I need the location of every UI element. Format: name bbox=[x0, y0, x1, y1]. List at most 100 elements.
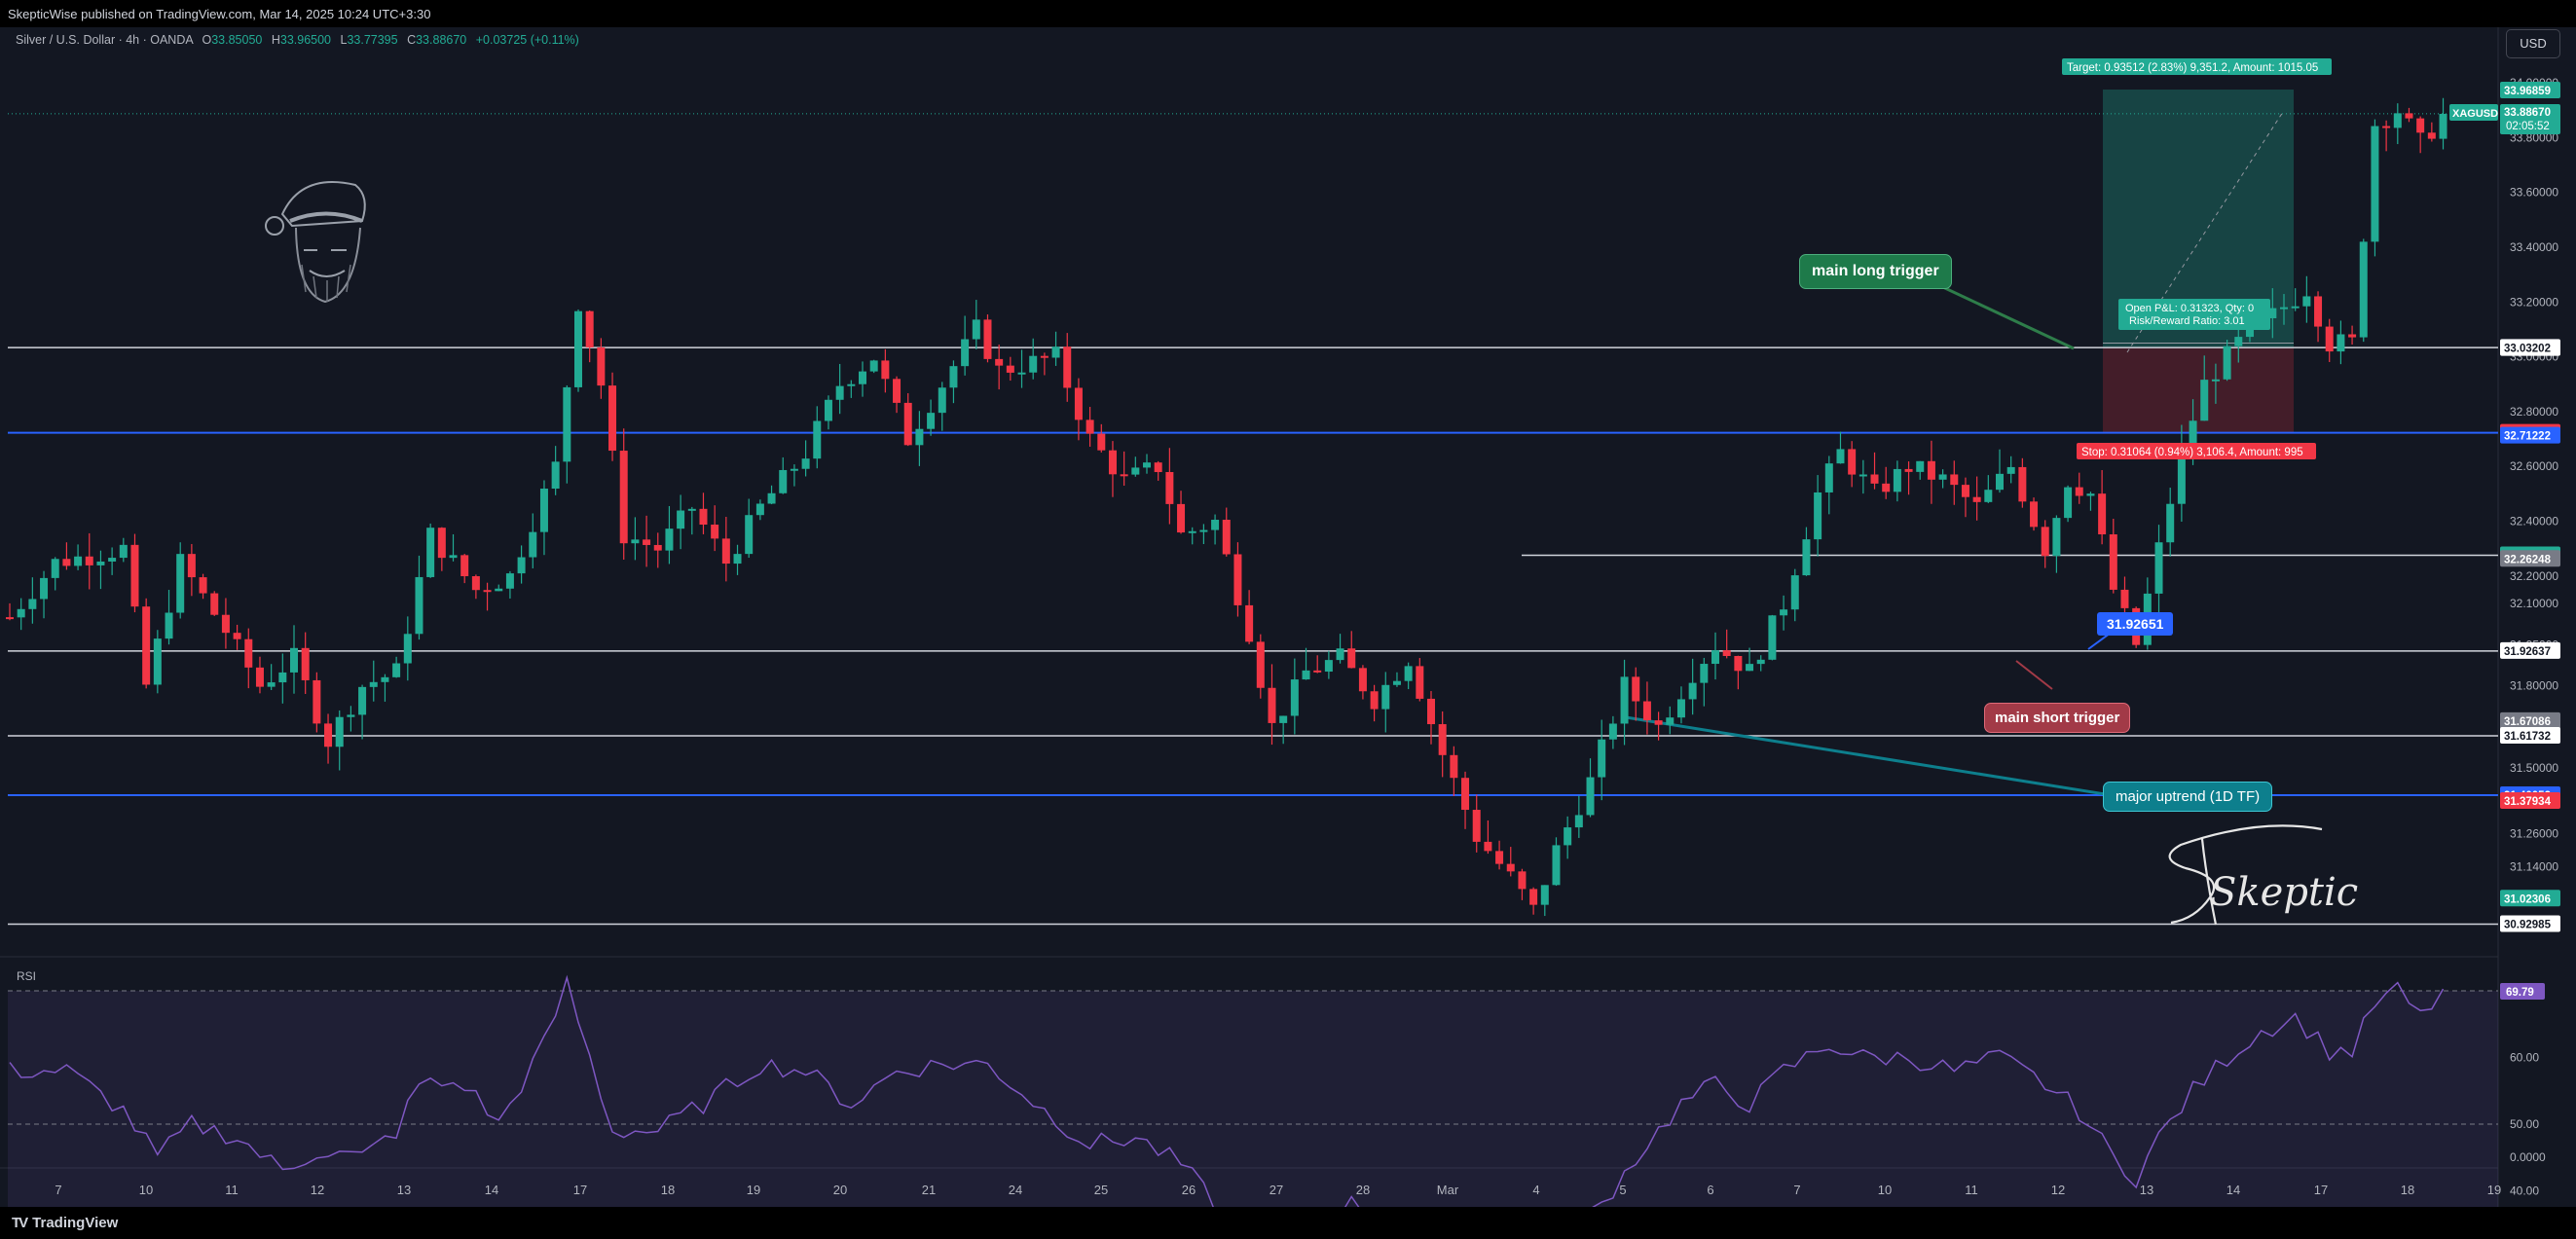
up-candle bbox=[1051, 346, 1060, 358]
up-candle bbox=[938, 387, 946, 414]
down-candle bbox=[1722, 650, 1731, 657]
up-candle bbox=[40, 577, 49, 600]
up-candle bbox=[972, 319, 980, 340]
down-candle bbox=[1006, 365, 1014, 373]
price-tag-box bbox=[2500, 339, 2560, 356]
major-uptrend-callout[interactable]: major uptrend (1D TF) bbox=[2103, 782, 2273, 812]
stop-label: Stop: 0.31064 (0.94%) 3,106.4, Amount: 9… bbox=[2081, 447, 2303, 458]
up-candle bbox=[2189, 420, 2197, 448]
santa-avatar-image bbox=[265, 181, 366, 304]
up-candle bbox=[1017, 372, 1026, 375]
down-candle bbox=[2041, 527, 2049, 557]
price-tick-label: 32.40000 bbox=[2510, 515, 2558, 528]
price-tag-box bbox=[2500, 890, 2560, 907]
up-candle bbox=[1404, 666, 1413, 681]
high-label: H bbox=[271, 33, 280, 47]
position-label-line2: Risk/Reward Ratio: 3.01 bbox=[2129, 315, 2245, 327]
down-candle bbox=[1529, 889, 1538, 905]
down-candle bbox=[1268, 687, 1276, 723]
main-short-trigger-callout[interactable]: main short trigger bbox=[1984, 703, 2131, 733]
down-candle bbox=[6, 617, 14, 620]
high-price-tag: 33.96859 bbox=[2504, 86, 2551, 97]
down-candle bbox=[1040, 355, 1049, 358]
down-candle bbox=[324, 723, 333, 747]
signature-stroke bbox=[2168, 824, 2323, 926]
up-candle bbox=[847, 383, 856, 386]
down-candle bbox=[301, 647, 310, 680]
up-candle bbox=[1824, 463, 1833, 492]
currency-button[interactable]: USD bbox=[2506, 29, 2560, 58]
down-candle bbox=[1450, 754, 1458, 779]
price-tag-label: 32.26248 bbox=[2504, 554, 2552, 565]
down-candle bbox=[2325, 326, 2334, 352]
rsi-tick-label: 0.0000 bbox=[2510, 1150, 2546, 1164]
up-candle bbox=[1780, 609, 1788, 616]
down-candle bbox=[1632, 676, 1640, 702]
down-candle bbox=[2030, 501, 2039, 528]
tradingview-logo[interactable]: TV TradingView bbox=[12, 1215, 118, 1231]
down-candle bbox=[1063, 346, 1072, 388]
time-axis-label: 10 bbox=[139, 1183, 153, 1197]
up-candle bbox=[1598, 739, 1606, 778]
down-candle bbox=[460, 555, 469, 577]
time-axis-label: Mar bbox=[1437, 1183, 1459, 1197]
down-candle bbox=[1506, 863, 1515, 872]
down-candle bbox=[1518, 871, 1527, 890]
position-label-box bbox=[2118, 299, 2270, 330]
down-candle bbox=[1870, 474, 1879, 484]
down-candle bbox=[699, 508, 708, 526]
down-candle bbox=[2098, 493, 2107, 535]
time-axis-label: 20 bbox=[833, 1183, 847, 1197]
down-candle bbox=[85, 556, 93, 565]
down-candle bbox=[2427, 132, 2436, 139]
price-tag-label: 30.92985 bbox=[2504, 920, 2552, 931]
up-candle bbox=[1688, 682, 1697, 700]
down-candle bbox=[1495, 851, 1504, 864]
price-tag-label: 31.67086 bbox=[2504, 716, 2551, 728]
up-candle bbox=[1620, 676, 1629, 724]
up-candle bbox=[153, 638, 162, 685]
down-candle bbox=[1370, 691, 1379, 710]
low-label: L bbox=[340, 33, 348, 47]
up-candle bbox=[755, 503, 764, 516]
up-candle bbox=[2245, 324, 2254, 338]
up-candle bbox=[1996, 473, 2004, 491]
price-tag-label: 32.71222 bbox=[2504, 431, 2551, 443]
price-tag-box bbox=[2500, 711, 2560, 729]
stop-zone bbox=[2103, 347, 2294, 433]
up-candle bbox=[835, 385, 844, 400]
up-candle bbox=[426, 528, 435, 577]
down-candle bbox=[255, 667, 264, 687]
rsi-label: RSI bbox=[17, 969, 37, 983]
down-candle bbox=[1120, 474, 1128, 477]
up-candle bbox=[335, 716, 344, 747]
up-candle bbox=[1586, 777, 1595, 816]
down-candle bbox=[1347, 648, 1356, 669]
down-candle bbox=[1848, 449, 1857, 475]
up-candle bbox=[1666, 717, 1674, 725]
price-tag-label: 31.61732 bbox=[2504, 731, 2551, 743]
main-long-trigger-callout[interactable]: main long trigger bbox=[1799, 254, 1952, 289]
up-candle bbox=[449, 555, 458, 559]
price-tag-box bbox=[2500, 791, 2560, 809]
price-tick-label: 32.80000 bbox=[2510, 405, 2558, 419]
time-axis-label: 14 bbox=[485, 1183, 498, 1197]
up-candle bbox=[1984, 490, 1993, 502]
up-candle bbox=[2439, 114, 2447, 139]
up-candle bbox=[563, 386, 571, 462]
down-candle bbox=[1313, 670, 1322, 673]
publisher-bar: SkepticWise published on TradingView.com… bbox=[0, 0, 2576, 27]
up-candle bbox=[1746, 664, 1754, 672]
up-candle bbox=[1290, 679, 1299, 716]
level-callout[interactable]: 31.92651 bbox=[2097, 612, 2174, 636]
up-candle bbox=[1381, 684, 1390, 710]
down-candle bbox=[893, 379, 902, 403]
up-candle bbox=[2393, 113, 2402, 128]
low-value: 33.77395 bbox=[347, 33, 398, 47]
up-candle bbox=[290, 647, 298, 673]
symbol-tag-box bbox=[2449, 104, 2498, 121]
up-candle bbox=[2337, 334, 2345, 352]
price-tag-label: 31.37934 bbox=[2504, 796, 2552, 808]
down-candle bbox=[983, 319, 992, 359]
